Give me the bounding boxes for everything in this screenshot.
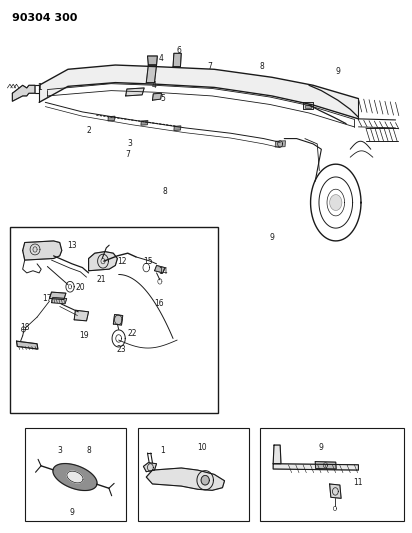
Bar bbox=[260, 428, 404, 521]
Text: 12: 12 bbox=[117, 257, 126, 265]
Bar bbox=[25, 428, 126, 521]
Text: 21: 21 bbox=[96, 276, 106, 284]
Polygon shape bbox=[52, 297, 67, 304]
Text: 22: 22 bbox=[127, 329, 137, 337]
Text: 6: 6 bbox=[177, 46, 182, 55]
Polygon shape bbox=[12, 85, 35, 101]
Text: 17: 17 bbox=[42, 294, 52, 303]
Polygon shape bbox=[126, 88, 144, 96]
Polygon shape bbox=[143, 463, 157, 472]
Text: 5: 5 bbox=[160, 94, 165, 103]
Text: 9: 9 bbox=[335, 68, 340, 76]
Polygon shape bbox=[67, 471, 83, 483]
Text: 7: 7 bbox=[125, 150, 130, 159]
Text: 23: 23 bbox=[117, 345, 126, 353]
Text: 16: 16 bbox=[154, 300, 164, 308]
Polygon shape bbox=[330, 484, 341, 498]
Polygon shape bbox=[23, 241, 62, 260]
Text: 13: 13 bbox=[67, 241, 77, 249]
Polygon shape bbox=[39, 65, 358, 119]
Text: 20: 20 bbox=[75, 284, 85, 292]
Text: 8: 8 bbox=[162, 188, 167, 196]
Text: 3: 3 bbox=[127, 140, 132, 148]
Polygon shape bbox=[146, 65, 157, 83]
Text: 8: 8 bbox=[259, 62, 264, 71]
Polygon shape bbox=[330, 195, 342, 211]
Text: 7: 7 bbox=[208, 62, 213, 71]
Text: 10: 10 bbox=[197, 443, 207, 452]
Text: 2: 2 bbox=[86, 126, 91, 135]
Text: 4: 4 bbox=[152, 81, 157, 90]
Polygon shape bbox=[273, 445, 281, 464]
Polygon shape bbox=[154, 265, 165, 273]
Text: 11: 11 bbox=[353, 478, 363, 487]
Polygon shape bbox=[152, 93, 162, 100]
Polygon shape bbox=[108, 116, 115, 121]
Polygon shape bbox=[275, 141, 286, 147]
Text: 14: 14 bbox=[158, 268, 168, 276]
Polygon shape bbox=[201, 475, 209, 485]
Polygon shape bbox=[141, 120, 148, 125]
Text: 9: 9 bbox=[319, 443, 324, 452]
Polygon shape bbox=[303, 102, 313, 109]
Polygon shape bbox=[49, 292, 66, 300]
Text: 1: 1 bbox=[37, 84, 42, 92]
Polygon shape bbox=[146, 468, 225, 490]
Polygon shape bbox=[89, 252, 117, 271]
Bar bbox=[138, 428, 249, 521]
Polygon shape bbox=[273, 464, 358, 470]
Text: 18: 18 bbox=[20, 324, 30, 332]
Polygon shape bbox=[16, 341, 38, 349]
Text: 1: 1 bbox=[160, 446, 165, 455]
Polygon shape bbox=[315, 462, 336, 469]
Text: 3: 3 bbox=[57, 446, 62, 455]
Bar bbox=[10, 227, 218, 413]
Text: 9: 9 bbox=[269, 233, 274, 241]
Text: 90304 300: 90304 300 bbox=[12, 13, 78, 23]
Polygon shape bbox=[74, 310, 89, 321]
Polygon shape bbox=[113, 314, 123, 325]
Polygon shape bbox=[174, 126, 181, 131]
Text: 4: 4 bbox=[158, 54, 163, 63]
Polygon shape bbox=[173, 53, 181, 67]
Polygon shape bbox=[305, 105, 311, 108]
Text: 9: 9 bbox=[70, 508, 75, 517]
Text: 19: 19 bbox=[80, 332, 89, 340]
Text: 8: 8 bbox=[86, 446, 91, 455]
Polygon shape bbox=[147, 56, 157, 65]
Text: 15: 15 bbox=[143, 257, 153, 265]
Polygon shape bbox=[53, 464, 97, 490]
